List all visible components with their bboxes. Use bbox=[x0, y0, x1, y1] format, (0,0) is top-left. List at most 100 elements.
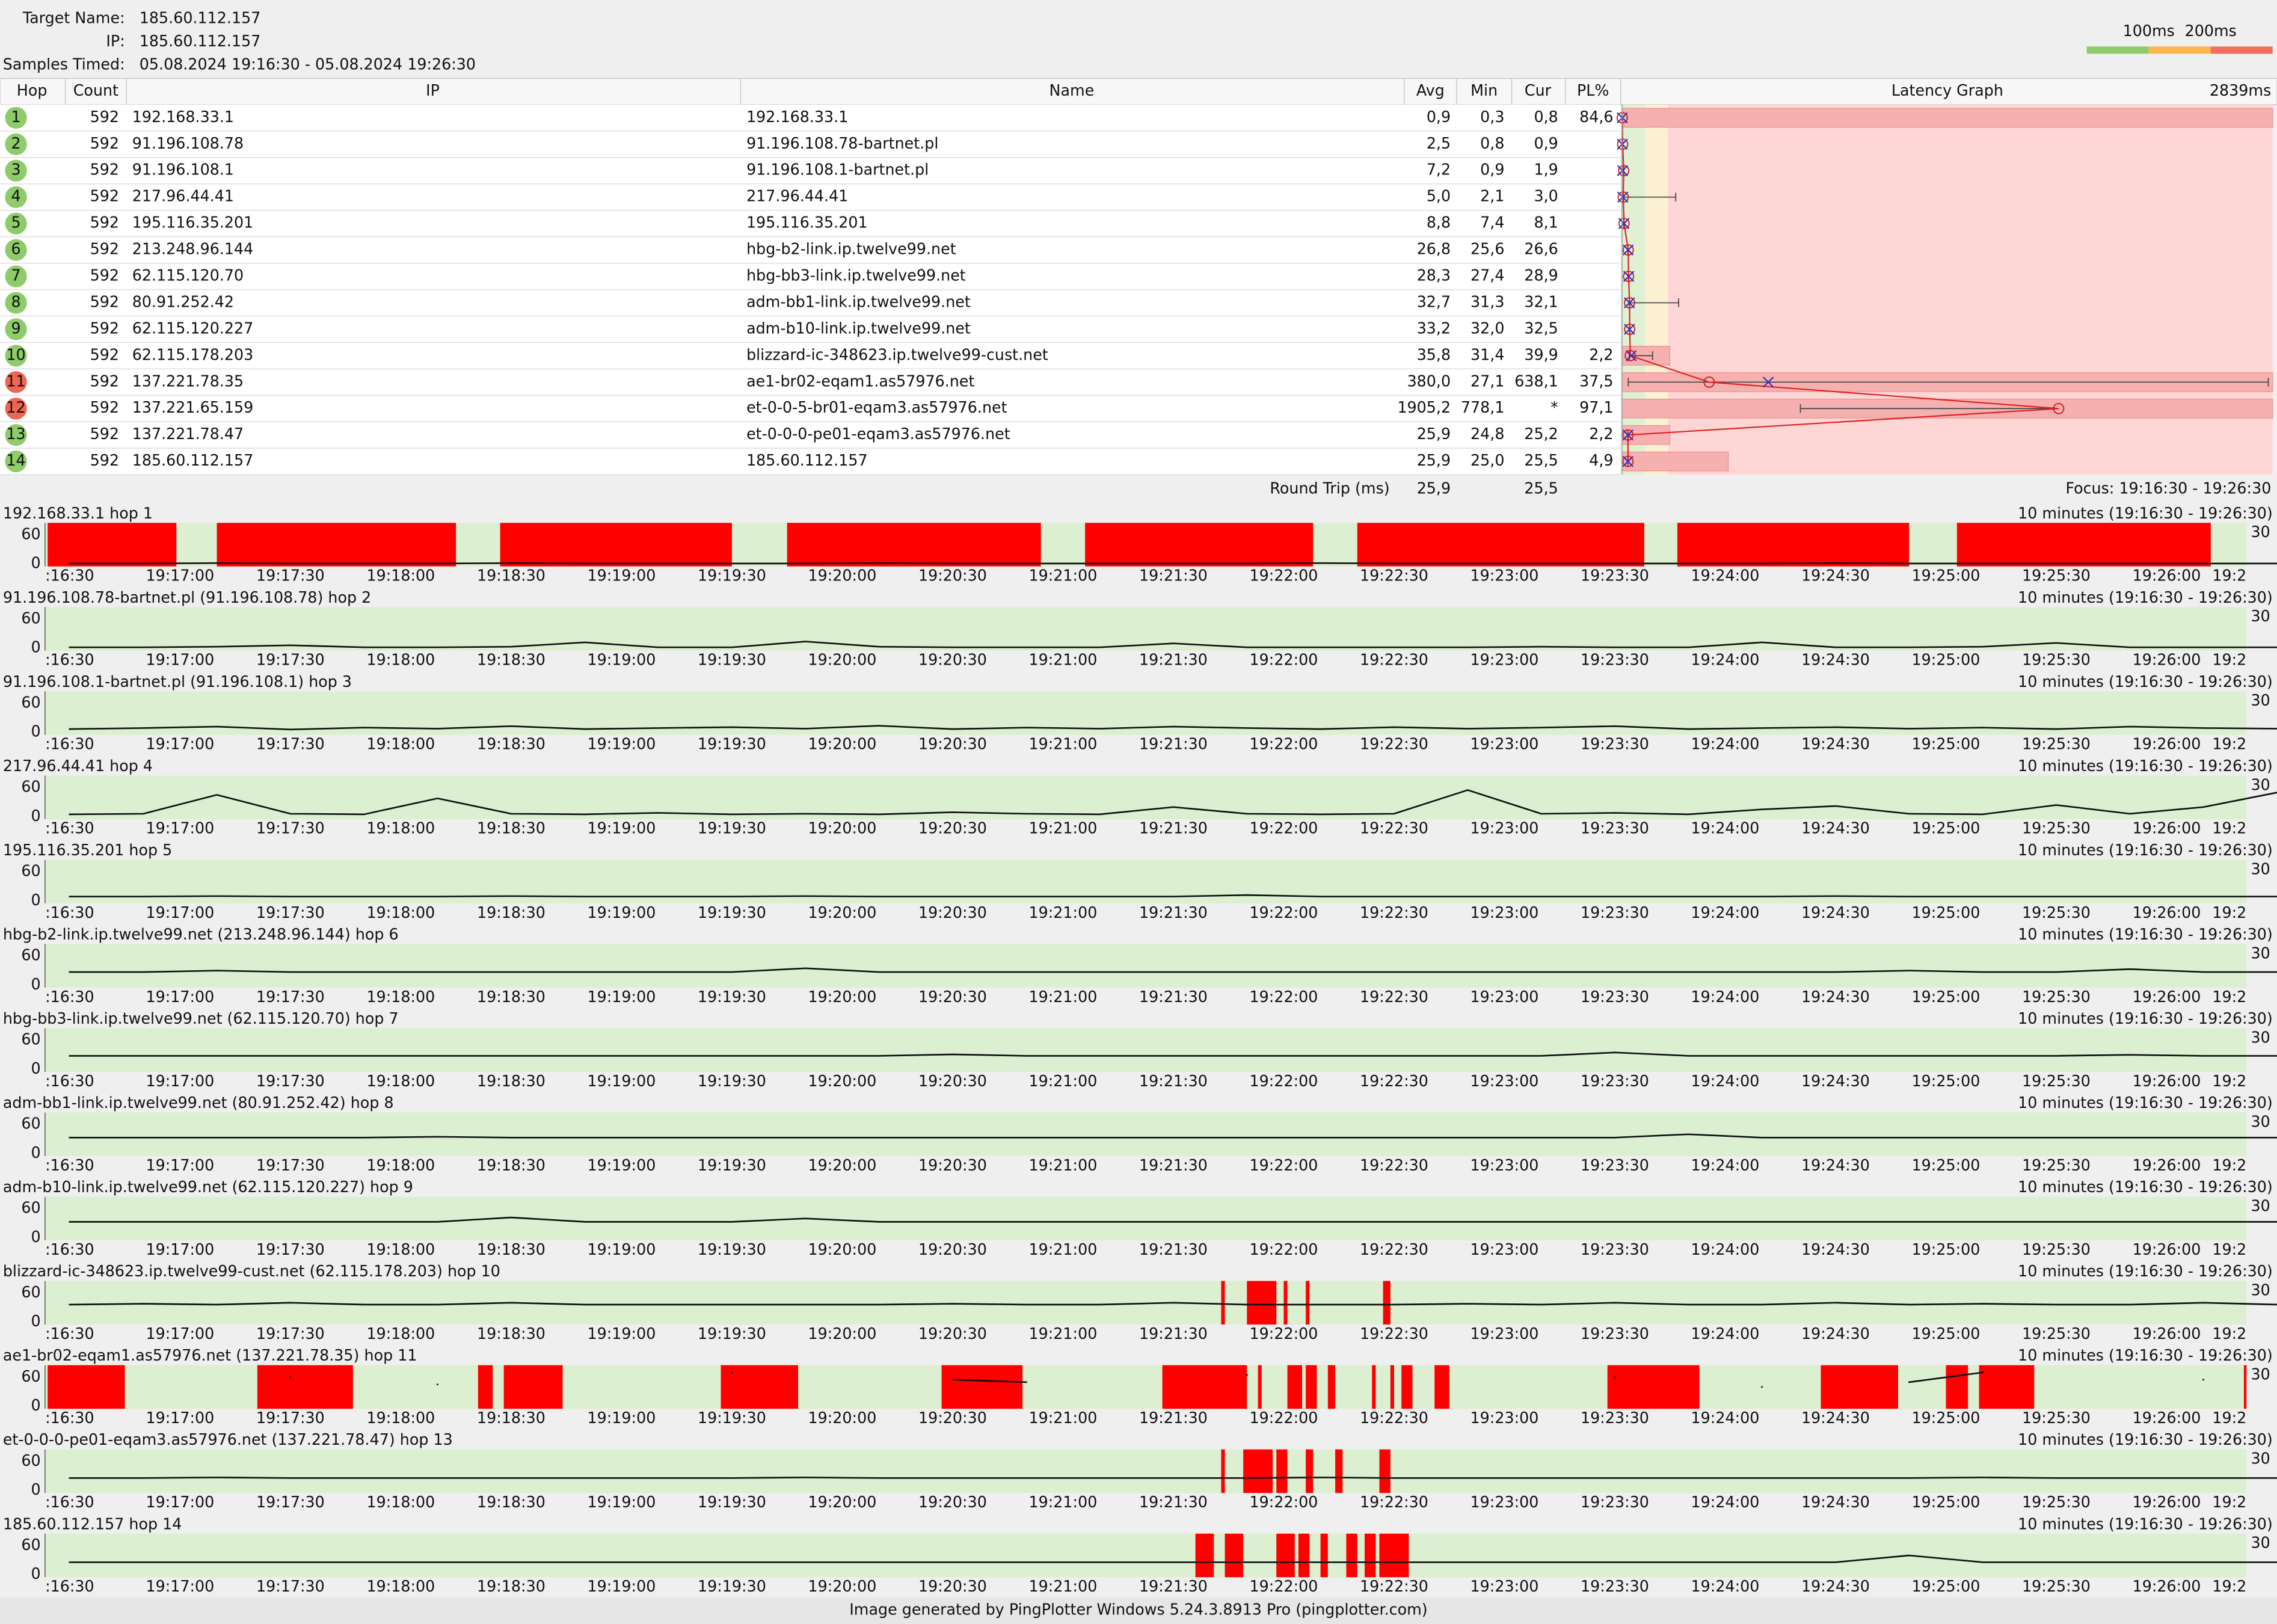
x-tick-label: 19:18:00 bbox=[366, 1493, 435, 1511]
x-tick-label: 19:19:30 bbox=[698, 567, 766, 585]
min: 24,8 bbox=[1470, 425, 1504, 443]
x-tick-label: 19:22:00 bbox=[1250, 1493, 1318, 1511]
min: 7,4 bbox=[1480, 214, 1504, 232]
x-tick-label: 19:23:30 bbox=[1581, 567, 1649, 585]
x-tick-label: 19:18:00 bbox=[366, 1072, 435, 1090]
avg-marker bbox=[1624, 297, 1635, 309]
x-tick-label: 19:21:30 bbox=[1139, 1577, 1208, 1595]
x-tick-label: 19:19:30 bbox=[698, 903, 766, 921]
column-header: Hop bbox=[17, 81, 48, 99]
avg: 1905,2 bbox=[1397, 398, 1451, 416]
label: IP: bbox=[106, 32, 124, 50]
timeline-range: 10 minutes (19:16:30 - 19:26:30) bbox=[2018, 1093, 2273, 1112]
loss-period bbox=[1979, 1365, 2035, 1409]
x-tick-label: 19:17:00 bbox=[146, 903, 214, 921]
x-tick-label: 19:18:30 bbox=[477, 1577, 545, 1595]
ip: 137.221.78.35 bbox=[132, 372, 244, 390]
avg: 26,8 bbox=[1417, 240, 1451, 258]
timeline-range: 10 minutes (19:16:30 - 19:26:30) bbox=[2018, 588, 2273, 606]
cur-marker bbox=[1622, 244, 1634, 256]
timeline-plot bbox=[45, 1533, 2247, 1578]
x-tick-label: 19:17:30 bbox=[256, 1240, 325, 1258]
x-tick-label: 19:2 bbox=[2212, 1156, 2246, 1174]
x-tick-label: 19:21:00 bbox=[1029, 988, 1098, 1006]
x-tick-label: 19:24:30 bbox=[1801, 1409, 1870, 1427]
x-tick-label: 19:22:00 bbox=[1250, 1072, 1318, 1090]
x-tick-label: 19:2 bbox=[2212, 567, 2246, 585]
x-tick-label: 19:20:00 bbox=[808, 735, 877, 753]
min: 31,4 bbox=[1470, 345, 1504, 363]
loss-period bbox=[217, 523, 456, 567]
x-tick-label: 19:21:30 bbox=[1139, 651, 1208, 669]
timeline-plot bbox=[45, 1028, 2247, 1072]
x-tick-label: 19:26:00 bbox=[2133, 735, 2201, 753]
x-tick-label: 19:22:30 bbox=[1360, 1577, 1428, 1595]
hop-number: 3 bbox=[11, 161, 20, 179]
avg-marker bbox=[1622, 429, 1634, 441]
x-tick-label: 19:23:30 bbox=[1581, 988, 1649, 1006]
x-tick-label: 19:21:00 bbox=[1029, 567, 1098, 585]
x-tick-label: 19:2 bbox=[2212, 735, 2246, 753]
hop-number: 4 bbox=[11, 187, 20, 205]
x-tick-label: 19:17:30 bbox=[256, 1072, 325, 1090]
cur: 3,0 bbox=[1534, 187, 1558, 205]
packet-loss: 97,1 bbox=[1579, 398, 1613, 416]
x-tick-label: 19:24:30 bbox=[1801, 567, 1870, 585]
min: 32,0 bbox=[1470, 319, 1504, 337]
x-tick-label: 19:22:00 bbox=[1250, 1577, 1318, 1595]
count: 592 bbox=[90, 345, 119, 363]
x-tick-label: 19:21:00 bbox=[1029, 1409, 1098, 1427]
x-tick-label: 19:22:00 bbox=[1250, 1324, 1318, 1343]
avg: 32,7 bbox=[1417, 292, 1451, 310]
packet-loss: 37,5 bbox=[1579, 372, 1613, 390]
hop-number: 14 bbox=[6, 451, 25, 469]
y-tick-label: 0 bbox=[31, 1480, 40, 1498]
x-tick-label: :16:30 bbox=[45, 567, 94, 585]
x-tick-label: 19:19:00 bbox=[588, 988, 656, 1006]
x-tick-label: 19:24:30 bbox=[1801, 1240, 1870, 1258]
loss-period bbox=[2243, 1365, 2247, 1409]
x-tick-label: 19:20:30 bbox=[918, 1324, 987, 1343]
x-tick-label: 19:19:30 bbox=[698, 988, 766, 1006]
min: 27,4 bbox=[1470, 266, 1504, 285]
x-tick-label: 19:26:00 bbox=[2133, 1156, 2201, 1174]
x-tick-label: :16:30 bbox=[45, 1493, 94, 1511]
x-tick-label: 19:21:30 bbox=[1139, 1240, 1208, 1258]
x-tick-label: 19:24:00 bbox=[1691, 1240, 1760, 1258]
ip: 91.196.108.1 bbox=[132, 161, 234, 179]
latency-trace bbox=[69, 641, 2277, 648]
loss-period bbox=[1283, 1281, 1288, 1325]
x-tick-label: :16:30 bbox=[45, 1409, 94, 1427]
x-tick-label: 19:23:30 bbox=[1581, 1072, 1649, 1090]
y-tick-label: 60 bbox=[21, 1536, 40, 1554]
latency-zone bbox=[1668, 104, 2273, 475]
x-tick-label: 19:18:00 bbox=[366, 1409, 435, 1427]
x-tick-label: 19:24:00 bbox=[1691, 988, 1760, 1006]
host-name: 217.96.44.41 bbox=[746, 187, 848, 205]
avg: 7,2 bbox=[1427, 161, 1451, 179]
hop-badge bbox=[5, 159, 27, 182]
timeline-range: 10 minutes (19:16:30 - 19:26:30) bbox=[2018, 841, 2273, 859]
y-tick-label: 0 bbox=[31, 554, 40, 572]
avg-line bbox=[1621, 117, 2059, 462]
x-tick-label: 19:25:00 bbox=[1912, 1072, 1980, 1090]
y-tick-label: 0 bbox=[31, 975, 40, 993]
x-tick-label: 19:21:30 bbox=[1139, 1324, 1208, 1343]
x-tick-label: 19:25:30 bbox=[2022, 1577, 2091, 1595]
ip: 62.115.178.203 bbox=[132, 345, 254, 363]
x-tick-label: 19:19:30 bbox=[698, 1577, 766, 1595]
loss-scale: 30 bbox=[2251, 523, 2270, 541]
x-tick-label: 19:20:00 bbox=[808, 651, 877, 669]
x-tick-label: 19:23:00 bbox=[1470, 903, 1539, 921]
x-tick-label: 19:17:30 bbox=[256, 1577, 325, 1595]
x-tick-label: 19:24:00 bbox=[1691, 819, 1760, 837]
loss-period bbox=[1390, 1365, 1394, 1409]
x-tick-label: 19:19:00 bbox=[588, 567, 656, 585]
cur: 0,8 bbox=[1534, 108, 1558, 126]
x-tick-label: 19:26:00 bbox=[2133, 651, 2201, 669]
x-tick-label: 19:19:30 bbox=[698, 735, 766, 753]
x-tick-label: 19:24:00 bbox=[1691, 567, 1760, 585]
x-tick-label: 19:25:30 bbox=[2022, 819, 2091, 837]
x-tick-label: 19:24:00 bbox=[1691, 1409, 1760, 1427]
